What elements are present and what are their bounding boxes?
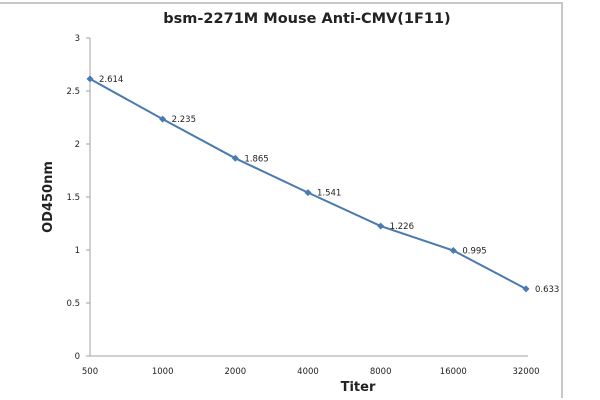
y-tick-label: 2 [75,140,80,150]
series-line [89,78,527,290]
x-tick-label: 16000 [440,367,467,377]
data-label: 0.995 [462,247,486,257]
data-point [159,115,167,123]
data-label: 1.865 [244,154,268,164]
x-tick-label: 8000 [370,367,392,377]
y-tick-label: 0 [75,352,80,362]
data-point [86,75,94,83]
x-tick-label: 2000 [225,367,247,377]
y-tick-label: 2.5 [66,87,80,97]
data-label: 1.541 [317,189,341,199]
chart-frame [0,2,563,398]
data-label: 1.226 [390,222,414,232]
x-tick-label: 32000 [512,367,539,377]
y-axis-label: OD450nm [41,161,56,233]
x-tick-label: 500 [82,367,98,377]
data-label: 2.614 [99,75,123,85]
x-tick-label: 4000 [297,367,319,377]
data-point [377,222,385,230]
data-label: 0.633 [535,285,559,295]
data-point [304,189,312,197]
x-tick-label: 1000 [152,367,174,377]
y-tick-label: 3 [75,34,80,44]
data-point [231,154,239,162]
data-point [522,285,530,293]
data-label: 2.235 [172,115,196,125]
x-axis-label: Titer [341,380,376,395]
y-tick-label: 1 [75,246,80,256]
y-tick-label: 1.5 [66,193,80,203]
data-point [449,247,457,255]
chart-title: bsm-2271M Mouse Anti-CMV(1F11) [163,11,450,27]
y-tick-label: 0.5 [66,299,80,309]
